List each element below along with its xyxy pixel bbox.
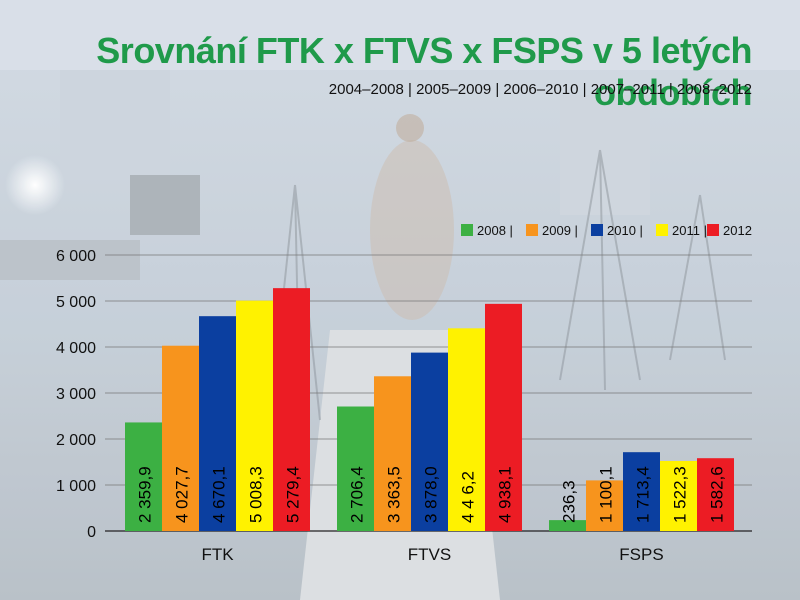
bar-value-label: 2 359,9: [136, 466, 155, 523]
bar-2009-FTVS: [374, 376, 411, 531]
bar-2008-FSPS: [549, 520, 586, 531]
bar-2009-FSPS: [586, 480, 623, 531]
chart-subtitle: 2004–2008 | 2005–2009 | 2006–2010 | 2007…: [328, 81, 752, 98]
x-axis: FTK FTVS FSPS: [201, 545, 663, 564]
bar-2011-FTK: [236, 300, 273, 531]
chart-title: Srovnání FTK x FTVS x FSPS v 5 letých ob…: [96, 30, 752, 113]
legend-swatch-2011: [656, 224, 668, 236]
bar-2012-FTVS: [485, 303, 522, 531]
bar-2012-FSPS: [697, 458, 734, 531]
y-tick-label: 4 000: [56, 340, 96, 357]
y-axis: 0 1 000 2 000 3 000 4 000 5 000 6 000: [56, 248, 96, 541]
bar-value-label: 1 582,6: [708, 466, 727, 523]
legend-swatch-2009: [526, 224, 538, 236]
bar-value-label: 4 4 6,2: [459, 471, 478, 523]
legend-label-2009: 2009 |: [542, 223, 578, 238]
y-tick-label: 5 000: [56, 294, 96, 311]
bar-2008-FTVS: [337, 406, 374, 531]
bar-value-label: 3 878,0: [422, 466, 441, 523]
legend-swatch-2012: [707, 224, 719, 236]
bar-value-label: 1 713,4: [634, 466, 653, 523]
legend-label-2008: 2008 |: [477, 223, 513, 238]
bar-group: 2 359,9 4 027,7 4 670,1 5 008,3 5 279,4 2 706…: [125, 288, 734, 531]
bar-value-label: 1 100,1: [597, 466, 616, 523]
y-tick-label: 3 000: [56, 386, 96, 403]
bar-value-label: 4 938,1: [496, 466, 515, 523]
bar-value-label: 2 706,4: [348, 466, 367, 523]
legend-label-2012: 2012: [723, 223, 752, 238]
bar-value-label: 236,3: [560, 480, 579, 523]
bar-value-label: 1 522,3: [671, 466, 690, 523]
x-category-label: FTVS: [408, 545, 451, 564]
bar-value-label: 3 363,5: [385, 466, 404, 523]
x-category-label: FTK: [201, 545, 234, 564]
bar-2010-FSPS: [623, 452, 660, 531]
y-tick-label: 1 000: [56, 478, 96, 495]
bar-2010-FTVS: [411, 352, 448, 531]
y-tick-label: 2 000: [56, 432, 96, 449]
bar-value-label: 4 027,7: [173, 466, 192, 523]
legend-label-2010: 2010 |: [607, 223, 643, 238]
legend-swatch-2010: [591, 224, 603, 236]
bar-2008-FTK: [125, 422, 162, 531]
y-tick-label: 0: [87, 524, 96, 541]
y-tick-label: 6 000: [56, 248, 96, 265]
bar-2011-FTVS: [448, 328, 485, 531]
legend-swatch-2008: [461, 224, 473, 236]
legend-label-2011: 2011 |: [672, 223, 707, 238]
bar-2009-FTK: [162, 345, 199, 531]
bar-2011-FSPS: [660, 460, 697, 531]
bar-value-label: 5 008,3: [247, 466, 266, 523]
x-category-label: FSPS: [619, 545, 663, 564]
legend: 2008 | 2009 | 2010 | 2011 | 2012: [461, 223, 752, 238]
bar-value-label: 5 279,4: [284, 466, 303, 523]
bar-2010-FTK: [199, 316, 236, 531]
bar-value-label: 4 670,1: [210, 466, 229, 523]
bar-2012-FTK: [273, 288, 310, 531]
